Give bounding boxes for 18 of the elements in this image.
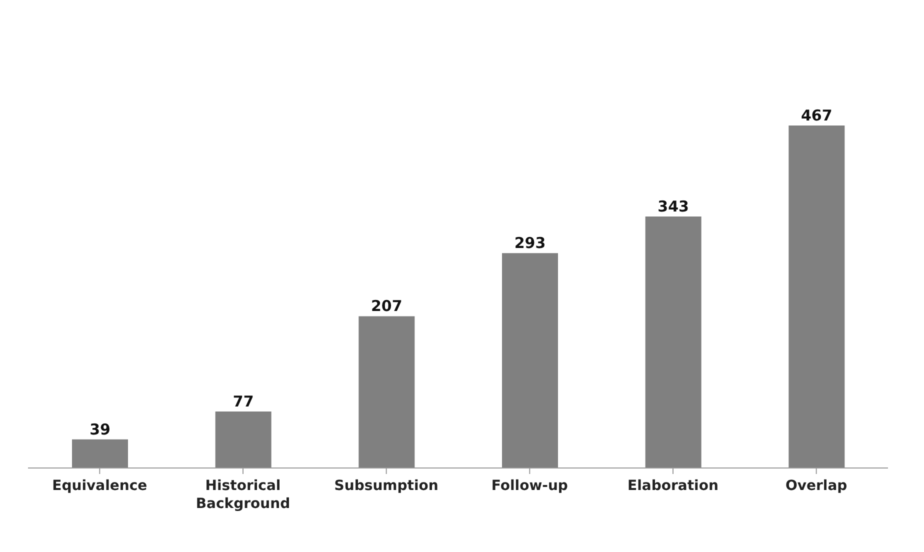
bar <box>502 253 558 468</box>
data-label: 343 <box>658 197 689 216</box>
bar <box>788 126 845 468</box>
x-tick-label: Overlap <box>785 478 848 494</box>
data-label: 39 <box>90 420 110 438</box>
x-tick-label: Historical Background <box>196 478 290 512</box>
x-tick-label: Follow-up <box>491 478 568 494</box>
data-label: 293 <box>514 234 546 252</box>
x-tick-label: Elaboration <box>628 478 718 494</box>
bar <box>645 216 702 468</box>
bar <box>72 439 128 468</box>
bar <box>358 316 415 468</box>
data-label: 207 <box>371 297 402 316</box>
data-label: 77 <box>232 392 254 411</box>
x-tick-label: Equivalence <box>52 478 148 494</box>
data-label: 467 <box>801 106 832 125</box>
x-tick-label: Subsumption <box>334 478 438 494</box>
bar <box>215 412 272 468</box>
